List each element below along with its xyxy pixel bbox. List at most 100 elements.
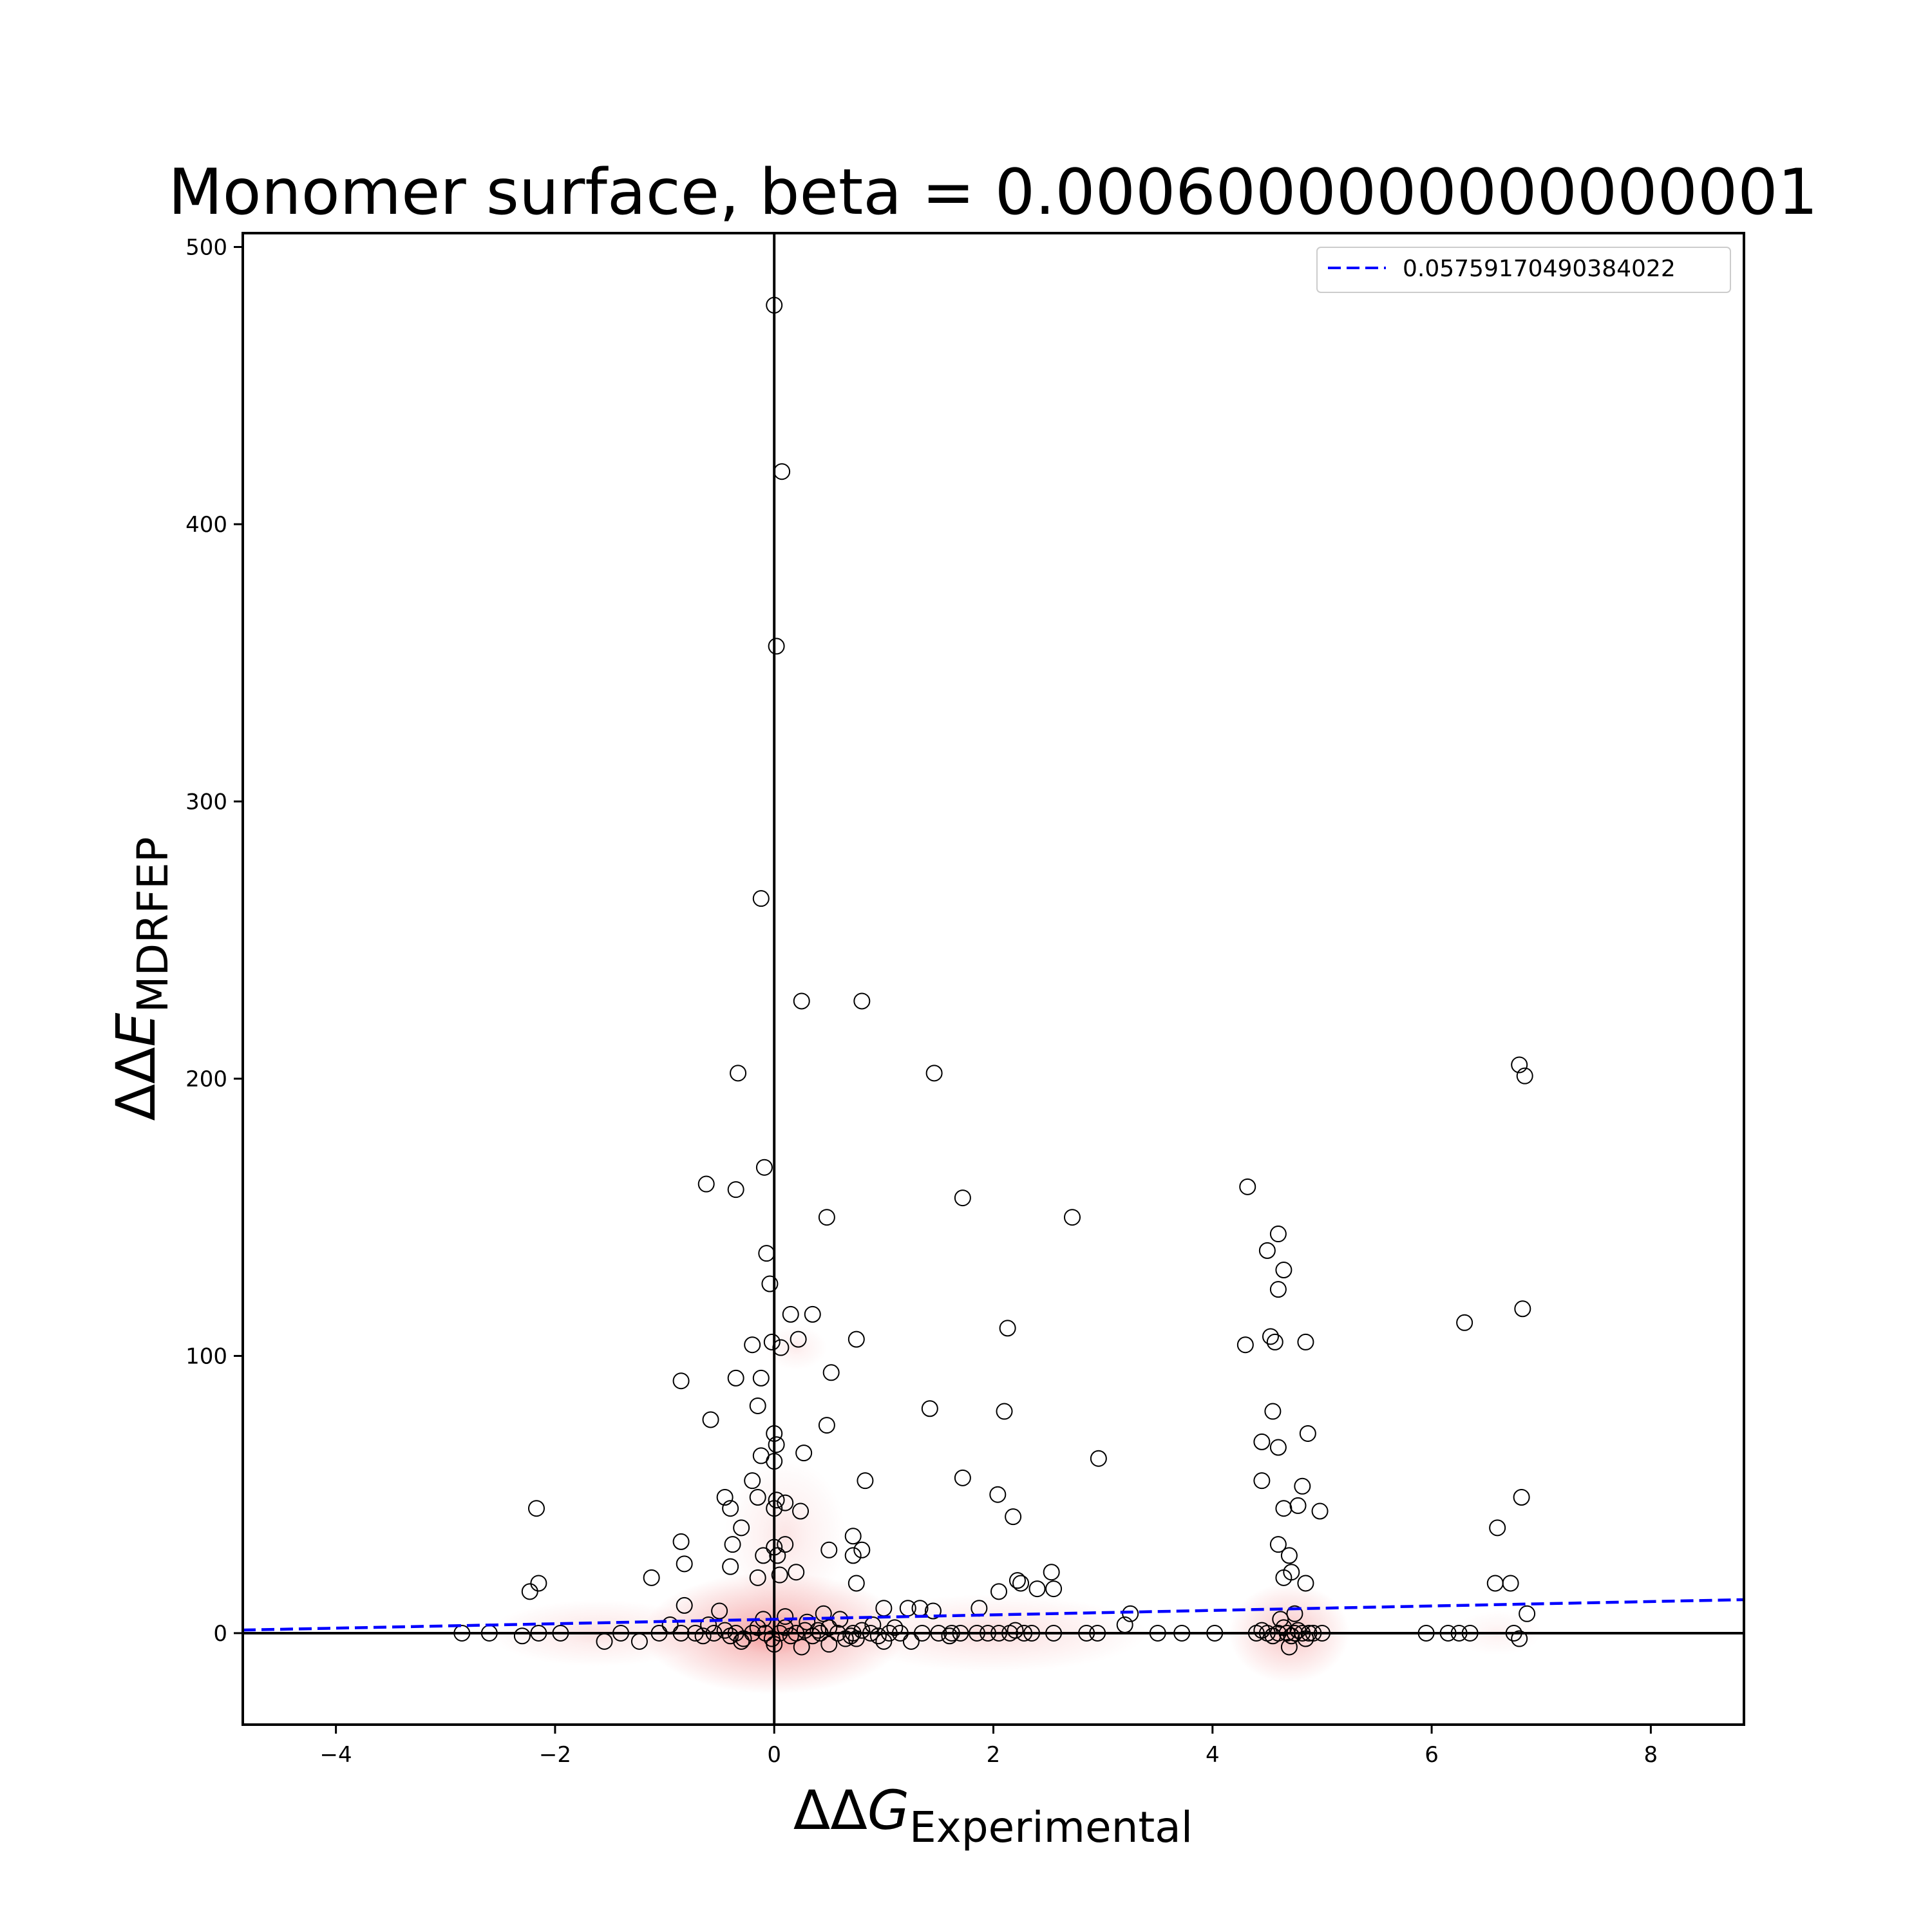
data-point	[705, 1624, 723, 1642]
data-point	[818, 1417, 835, 1434]
data-point	[999, 1320, 1016, 1337]
data-point	[735, 1630, 752, 1647]
y-tick-label: 400	[185, 512, 227, 538]
data-point	[1045, 1580, 1063, 1598]
data-point	[943, 1624, 960, 1642]
data-point	[727, 1181, 744, 1198]
chart-title: Monomer surface, beta = 0.00060000000000…	[168, 156, 1818, 229]
data-point	[924, 1602, 942, 1620]
data-point	[727, 1369, 744, 1387]
reference-lines	[243, 233, 1744, 1725]
data-point	[1122, 1605, 1139, 1622]
data-point	[700, 1616, 717, 1634]
data-point	[818, 1209, 835, 1226]
data-point	[716, 1489, 734, 1506]
data-point	[1269, 1624, 1287, 1642]
data-point	[676, 1555, 693, 1573]
data-point	[848, 1575, 865, 1592]
data-point	[842, 1627, 860, 1645]
data-point	[954, 1469, 971, 1486]
data-point	[1280, 1638, 1298, 1656]
data-point	[810, 1622, 827, 1639]
data-point	[777, 1608, 794, 1625]
x-axis-ticks: −4 −2 0 2 4 6 8	[320, 1725, 1658, 1768]
data-point	[757, 1624, 774, 1642]
data-point	[1264, 1403, 1282, 1420]
data-point	[790, 1331, 807, 1348]
data-point	[1045, 1624, 1063, 1642]
data-point	[643, 1569, 660, 1586]
data-point	[530, 1624, 547, 1642]
data-point	[1275, 1569, 1293, 1586]
data-point	[749, 1397, 766, 1414]
data-point	[968, 1624, 985, 1642]
data-point	[799, 1613, 816, 1631]
data-point	[672, 1624, 690, 1642]
data-point	[1275, 1262, 1293, 1279]
data-point	[1043, 1564, 1060, 1581]
data-point	[1089, 1624, 1106, 1642]
data-point	[650, 1624, 668, 1642]
data-point	[1009, 1572, 1026, 1589]
data-point	[1486, 1575, 1504, 1592]
data-point	[979, 1624, 996, 1642]
data-point	[744, 1472, 761, 1490]
fit-line	[243, 1598, 1744, 1632]
data-point	[1090, 1450, 1107, 1467]
y-axis-label: ΔΔEMDRFEP	[104, 837, 178, 1121]
data-point	[1439, 1624, 1457, 1642]
data-point	[672, 1533, 690, 1550]
data-point	[527, 1500, 545, 1517]
data-point	[853, 1622, 871, 1639]
data-point	[612, 1624, 630, 1642]
data-point	[552, 1624, 569, 1642]
data-point	[702, 1411, 719, 1428]
data-point	[1262, 1328, 1279, 1345]
x-tick-label: 6	[1425, 1742, 1439, 1768]
data-point	[1502, 1575, 1519, 1592]
x-axis-label: ΔΔGExperimental	[793, 1779, 1193, 1852]
legend-label: 0.05759170490384022	[1403, 256, 1676, 282]
x-tick-label: 8	[1644, 1742, 1658, 1768]
data-point	[1516, 1067, 1533, 1084]
data-point	[1005, 1508, 1022, 1526]
data-point	[1514, 1300, 1531, 1318]
data-point	[1173, 1624, 1191, 1642]
data-point	[913, 1624, 931, 1642]
data-point	[694, 1627, 712, 1645]
data-point	[769, 1547, 786, 1564]
data-point	[530, 1575, 547, 1592]
data-point	[1300, 1624, 1318, 1642]
data-point	[880, 1624, 898, 1642]
data-point	[521, 1583, 538, 1600]
data-point	[777, 1536, 794, 1553]
data-point	[941, 1627, 958, 1645]
y-axis-ticks: 0 100 200 300 400 500	[185, 235, 243, 1647]
data-point	[1280, 1547, 1298, 1564]
data-point	[724, 1536, 741, 1553]
x-tick-label: 4	[1206, 1742, 1220, 1768]
data-point	[1299, 1425, 1316, 1442]
data-point	[857, 1472, 874, 1490]
data-point	[875, 1633, 893, 1650]
data-point	[758, 1245, 775, 1262]
data-point	[771, 1566, 788, 1584]
density-blob-5	[765, 1325, 827, 1370]
y-tick-label: 200	[185, 1066, 227, 1092]
scatter-points	[453, 296, 1536, 1656]
data-point	[1258, 1242, 1276, 1259]
data-point	[886, 1619, 904, 1636]
data-point	[766, 1500, 783, 1517]
fit-line-layer	[243, 1598, 1744, 1632]
data-point	[930, 1624, 947, 1642]
data-point	[722, 1627, 739, 1645]
data-point	[766, 1539, 783, 1556]
data-point	[755, 1159, 773, 1176]
data-point	[722, 1500, 739, 1517]
data-point	[722, 1558, 739, 1575]
data-point	[697, 1175, 715, 1193]
data-point	[1313, 1624, 1331, 1642]
data-point	[1297, 1575, 1314, 1592]
data-point	[766, 1453, 783, 1470]
data-point	[848, 1331, 865, 1348]
